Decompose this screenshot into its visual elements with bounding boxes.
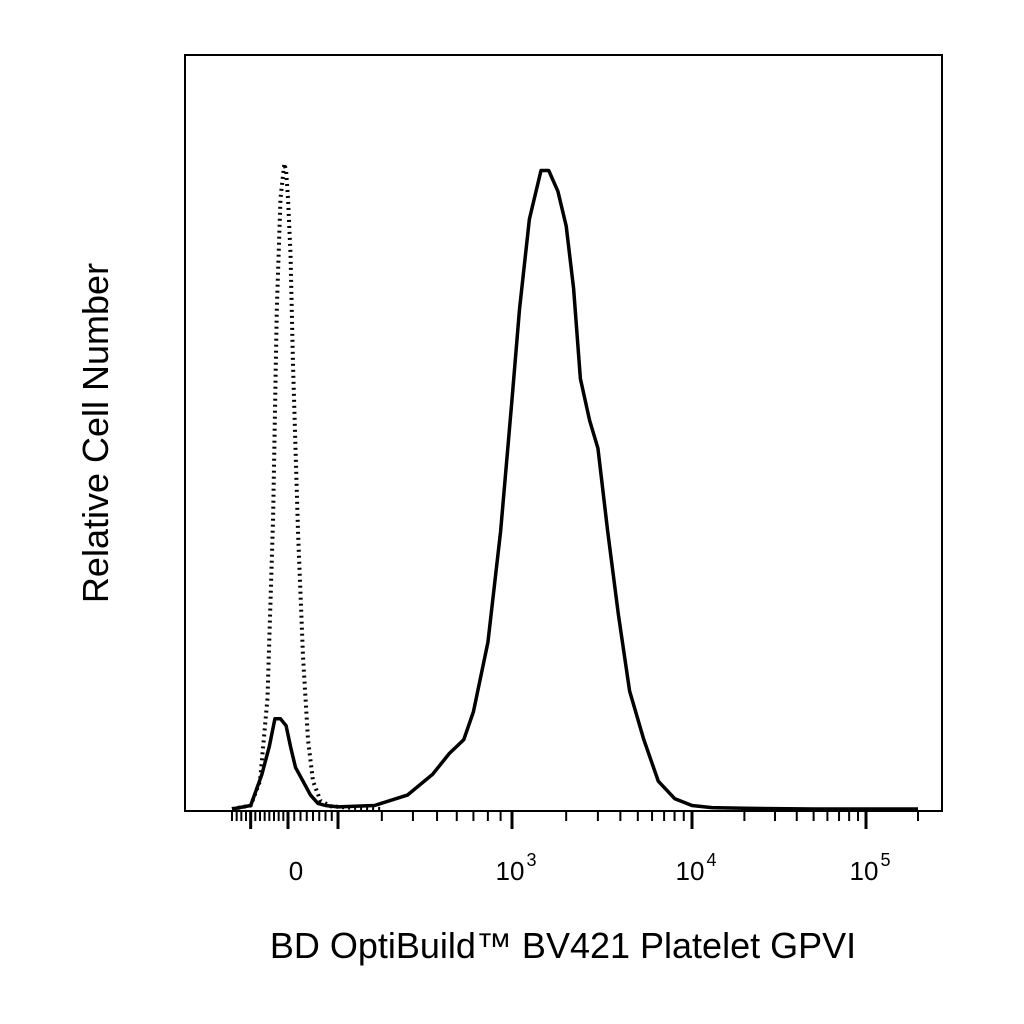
x-tick-label: 10 5: [850, 850, 891, 886]
x-tick-label: 10 4: [676, 850, 717, 886]
x-axis-ticks: [231, 811, 919, 829]
y-axis-label: Relative Cell Number: [75, 263, 116, 603]
series-isotype-dotted: [231, 161, 382, 811]
plot-frame: [184, 54, 943, 812]
series-layer: [231, 161, 918, 811]
x-axis-label: BD OptiBuild™ BV421 Platelet GPVI: [270, 925, 856, 966]
x-tick-label: 0: [289, 856, 303, 886]
x-tick-label: 10 3: [496, 850, 537, 886]
x-axis-tick-labels: 0 10 3 10 4 10 5: [289, 850, 891, 886]
series-stained-solid: [231, 168, 918, 811]
